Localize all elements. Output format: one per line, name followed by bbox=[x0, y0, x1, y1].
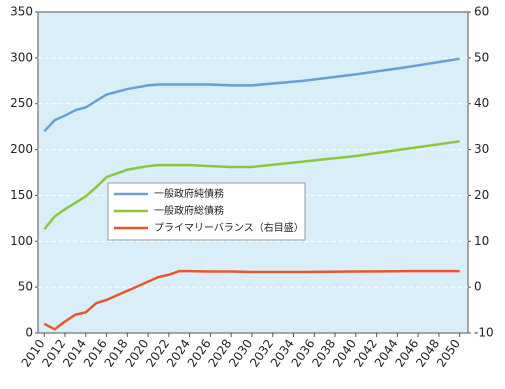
legend-label: プライマリーバランス（右目盛） bbox=[154, 221, 304, 234]
series-line bbox=[43, 140, 460, 231]
y-tick-label: 50 bbox=[18, 280, 33, 294]
y2-tick-label: -10 bbox=[474, 326, 494, 340]
y2-tick-label: 20 bbox=[474, 188, 489, 202]
y-tick-label: 100 bbox=[10, 234, 33, 248]
y2-tick-label: 50 bbox=[474, 50, 489, 64]
y2-tick-label: 60 bbox=[474, 5, 489, 19]
series-line bbox=[43, 57, 460, 133]
legend-label: 一般政府純債務 bbox=[154, 187, 224, 200]
plot-area bbox=[37, 11, 469, 334]
y2-tick-label: 30 bbox=[474, 142, 489, 156]
y2-tick-label: 40 bbox=[474, 96, 489, 110]
y-tick-label: 350 bbox=[10, 5, 33, 19]
y-tick-label: 200 bbox=[10, 142, 33, 156]
y-tick-label: 0 bbox=[25, 326, 33, 340]
y-tick-label: 150 bbox=[10, 188, 33, 202]
y2-tick-label: 0 bbox=[474, 280, 482, 294]
y-tick-label: 300 bbox=[10, 50, 33, 64]
x-tick-label: 2050 bbox=[434, 337, 463, 370]
y-tick-label: 250 bbox=[10, 96, 33, 110]
y2-tick-label: 10 bbox=[474, 234, 489, 248]
legend-label: 一般政府総債務 bbox=[154, 204, 224, 217]
series-line bbox=[43, 269, 460, 331]
